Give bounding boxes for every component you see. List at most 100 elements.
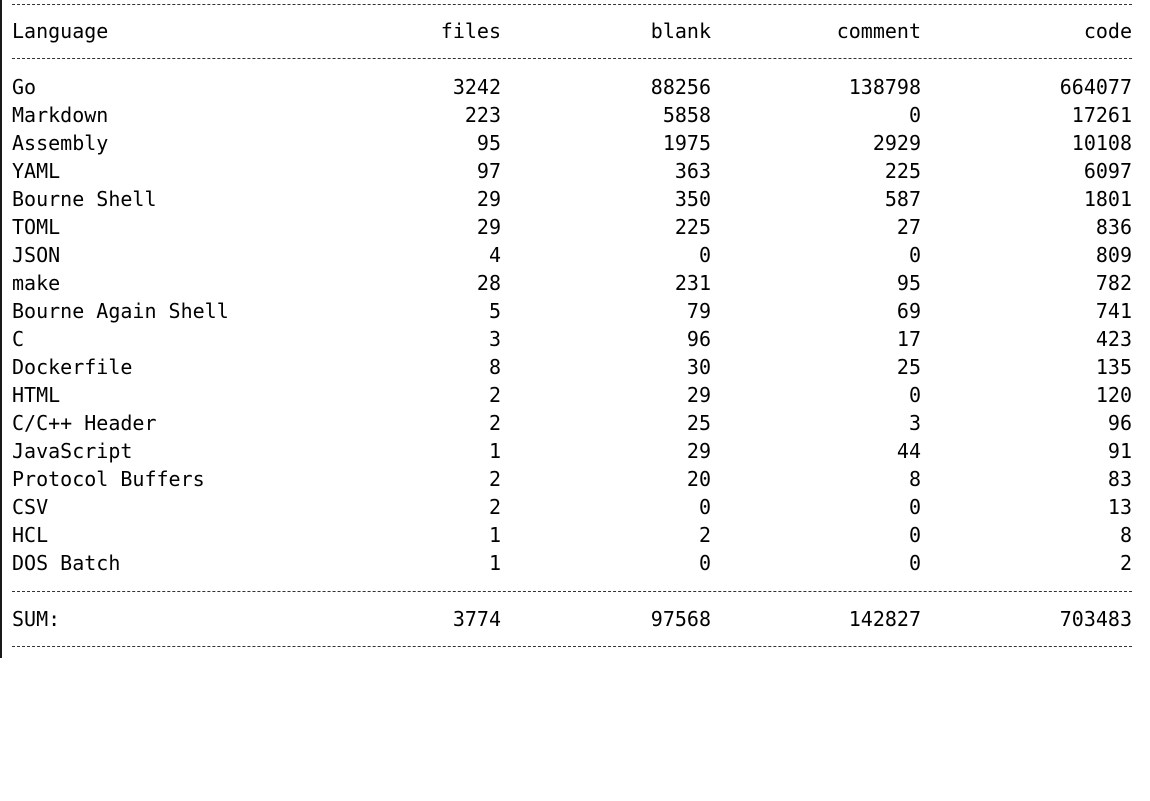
cell-blank: 88256 xyxy=(650,75,711,99)
table-row: C 3 96 17 423 xyxy=(12,325,1132,353)
cell-blank: 1975 xyxy=(662,131,711,155)
sum-files: 3774 xyxy=(452,607,501,631)
table-row: Bourne Again Shell 5 79 69 741 xyxy=(12,297,1132,325)
cell-blank: 79 xyxy=(686,299,711,323)
table-row: C/C++ Header 2 25 3 96 xyxy=(12,409,1132,437)
cell-language: Markdown xyxy=(12,103,109,127)
cell-code: 96 xyxy=(1107,411,1132,435)
cell-blank: 25 xyxy=(686,411,711,435)
cell-language: make xyxy=(12,271,61,295)
cell-blank: 363 xyxy=(674,159,711,183)
cell-code: 6097 xyxy=(1083,159,1132,183)
cell-comment: 2929 xyxy=(872,131,921,155)
terminal-output: Language files blank comment code Go 3242… xyxy=(0,0,1132,658)
cell-code: 2 xyxy=(1119,551,1132,575)
cell-language: C xyxy=(12,327,25,351)
cell-code: 423 xyxy=(1095,327,1132,351)
cell-language: JavaScript xyxy=(12,439,133,463)
sum-row: SUM: 3774 97568 142827 703483 xyxy=(12,605,1132,633)
cell-comment: 44 xyxy=(896,439,921,463)
cell-language: Protocol Buffers xyxy=(12,467,205,491)
terminal-left-edge xyxy=(0,0,2,658)
cell-code: 836 xyxy=(1095,215,1132,239)
cell-files: 1 xyxy=(488,439,501,463)
header-code: code xyxy=(1083,19,1132,43)
cell-language: Bourne Again Shell xyxy=(12,299,229,323)
cell-comment: 8 xyxy=(908,467,921,491)
cell-blank: 5858 xyxy=(662,103,711,127)
cell-files: 1 xyxy=(488,523,501,547)
cell-comment: 0 xyxy=(908,103,921,127)
cell-language: C/C++ Header xyxy=(12,411,157,435)
cell-files: 1 xyxy=(488,551,501,575)
sum-code: 703483 xyxy=(1059,607,1132,631)
table-row: JSON 4 0 0 809 xyxy=(12,241,1132,269)
cell-blank: 2 xyxy=(698,523,711,547)
cell-blank: 30 xyxy=(686,355,711,379)
table-row: Bourne Shell 29 350 587 1801 xyxy=(12,185,1132,213)
cell-comment: 0 xyxy=(908,383,921,407)
cell-code: 135 xyxy=(1095,355,1132,379)
cell-comment: 27 xyxy=(896,215,921,239)
cell-blank: 96 xyxy=(686,327,711,351)
separator-sum xyxy=(12,591,1132,592)
cell-comment: 225 xyxy=(884,159,921,183)
cell-files: 97 xyxy=(476,159,501,183)
cell-files: 29 xyxy=(476,215,501,239)
sum-comment: 142827 xyxy=(848,607,921,631)
table-row: HCL 1 2 0 8 xyxy=(12,521,1132,549)
cell-code: 120 xyxy=(1095,383,1132,407)
cell-files: 4 xyxy=(488,243,501,267)
cell-language: Bourne Shell xyxy=(12,187,157,211)
cell-language: TOML xyxy=(12,215,61,239)
cell-files: 5 xyxy=(488,299,501,323)
separator-header xyxy=(12,58,1132,59)
table-row: JavaScript 1 29 44 91 xyxy=(12,437,1132,465)
cell-code: 13 xyxy=(1107,495,1132,519)
cell-blank: 350 xyxy=(674,187,711,211)
cell-blank: 0 xyxy=(698,243,711,267)
cell-files: 2 xyxy=(488,495,501,519)
cell-blank: 29 xyxy=(686,439,711,463)
cell-language: JSON xyxy=(12,243,61,267)
cell-code: 809 xyxy=(1095,243,1132,267)
cell-comment: 25 xyxy=(896,355,921,379)
cell-code: 17261 xyxy=(1071,103,1132,127)
sum-blank: 97568 xyxy=(650,607,711,631)
cell-blank: 225 xyxy=(674,215,711,239)
cell-code: 664077 xyxy=(1059,75,1132,99)
cell-files: 3242 xyxy=(452,75,501,99)
cell-comment: 0 xyxy=(908,523,921,547)
cell-code: 8 xyxy=(1119,523,1132,547)
cell-files: 2 xyxy=(488,467,501,491)
cell-blank: 20 xyxy=(686,467,711,491)
table-row: Protocol Buffers 2 20 8 83 xyxy=(12,465,1132,493)
table-header-row: Language files blank comment code xyxy=(12,17,1132,45)
cell-files: 2 xyxy=(488,411,501,435)
table-row: Go 3242 88256 138798 664077 xyxy=(12,73,1132,101)
cell-comment: 95 xyxy=(896,271,921,295)
cell-blank: 0 xyxy=(698,495,711,519)
cell-language: HTML xyxy=(12,383,61,407)
cell-comment: 0 xyxy=(908,495,921,519)
cell-comment: 0 xyxy=(908,551,921,575)
cell-comment: 138798 xyxy=(848,75,921,99)
cell-files: 2 xyxy=(488,383,501,407)
cell-language: Go xyxy=(12,75,37,99)
table-row: CSV 2 0 0 13 xyxy=(12,493,1132,521)
table-row: DOS Batch 1 0 0 2 xyxy=(12,549,1132,577)
cell-language: YAML xyxy=(12,159,61,183)
cell-files: 28 xyxy=(476,271,501,295)
header-language: Language xyxy=(12,19,109,43)
cell-code: 10108 xyxy=(1071,131,1132,155)
cell-files: 29 xyxy=(476,187,501,211)
cell-code: 741 xyxy=(1095,299,1132,323)
cell-files: 8 xyxy=(488,355,501,379)
cell-comment: 587 xyxy=(884,187,921,211)
table-row: TOML 29 225 27 836 xyxy=(12,213,1132,241)
cell-language: DOS Batch xyxy=(12,551,121,575)
separator-bottom xyxy=(12,646,1132,647)
cell-language: CSV xyxy=(12,495,49,519)
cell-files: 95 xyxy=(476,131,501,155)
cell-comment: 0 xyxy=(908,243,921,267)
